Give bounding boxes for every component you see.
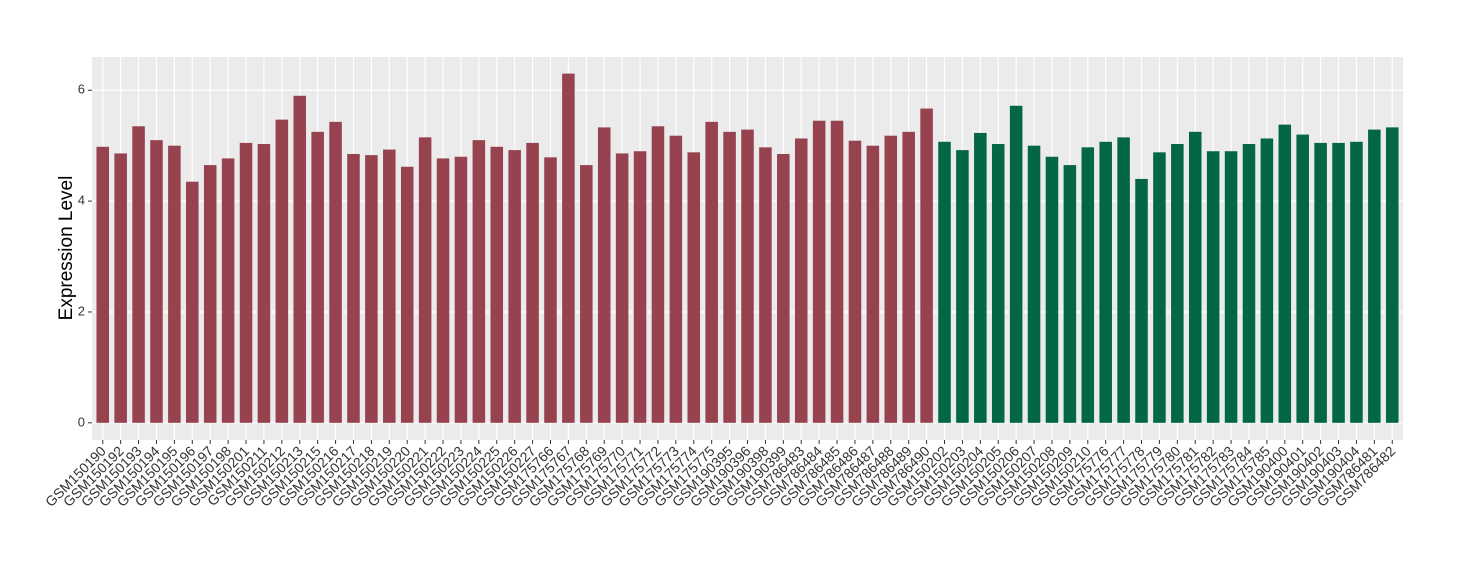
bar <box>651 126 665 423</box>
bar <box>418 137 432 423</box>
bar <box>920 108 933 423</box>
bar <box>1332 142 1345 423</box>
bar <box>1260 138 1274 423</box>
bar <box>794 138 808 423</box>
bar <box>114 153 127 423</box>
bar <box>956 150 969 423</box>
bar <box>96 146 110 423</box>
bar <box>938 141 951 423</box>
bar <box>1045 156 1059 423</box>
bar <box>1385 127 1399 423</box>
bar <box>848 140 862 423</box>
bar <box>597 127 611 423</box>
bar <box>902 131 915 423</box>
bar <box>759 147 772 423</box>
bar <box>580 165 593 423</box>
bar <box>132 126 145 423</box>
bar <box>633 151 647 423</box>
bar <box>472 140 486 423</box>
bar <box>1135 178 1148 423</box>
bar <box>526 142 539 423</box>
y-tick-label: 4 <box>78 193 85 208</box>
bar <box>1063 165 1077 423</box>
bar <box>400 166 414 423</box>
bar <box>257 144 271 423</box>
bar <box>777 153 790 423</box>
bar <box>974 132 987 423</box>
y-tick-label: 0 <box>78 414 85 429</box>
bar <box>329 121 342 423</box>
y-tick-label: 2 <box>78 303 85 318</box>
bar <box>1009 105 1023 423</box>
bar <box>866 145 880 423</box>
bar <box>544 157 557 423</box>
bar <box>1224 151 1238 423</box>
bar <box>1242 144 1256 423</box>
bar <box>669 135 683 423</box>
bar <box>436 158 450 423</box>
bar <box>365 155 378 423</box>
bar <box>221 158 235 423</box>
bar <box>1153 152 1166 423</box>
bar <box>311 131 324 423</box>
y-tick-label: 6 <box>78 82 85 97</box>
bar <box>991 144 1005 423</box>
bar <box>1296 134 1309 423</box>
bar <box>705 121 718 423</box>
bar <box>1081 147 1095 423</box>
bar <box>508 150 521 423</box>
bar <box>1368 129 1381 423</box>
bar <box>203 165 217 423</box>
bar <box>687 152 701 423</box>
bar <box>490 146 504 423</box>
bar <box>1206 151 1220 423</box>
bar <box>1171 144 1184 423</box>
bar <box>1278 124 1292 423</box>
bar <box>812 120 826 423</box>
bar <box>1350 141 1363 423</box>
bar <box>562 73 575 423</box>
bar <box>168 145 181 423</box>
bar <box>723 131 736 423</box>
bar <box>884 135 898 423</box>
bar <box>186 181 199 423</box>
bar <box>275 119 289 423</box>
bar <box>615 153 629 423</box>
bar <box>1117 137 1130 423</box>
bar <box>1027 145 1041 423</box>
bar <box>150 140 163 423</box>
bar <box>1314 142 1327 423</box>
bar <box>239 142 253 423</box>
bar <box>1188 131 1202 423</box>
bar <box>741 129 754 423</box>
bar <box>347 153 360 423</box>
bar <box>1099 141 1112 423</box>
bar <box>454 156 468 423</box>
bar <box>383 149 396 423</box>
y-axis-label: Expression Level <box>56 176 77 321</box>
bar <box>830 120 844 423</box>
bar <box>293 95 307 423</box>
